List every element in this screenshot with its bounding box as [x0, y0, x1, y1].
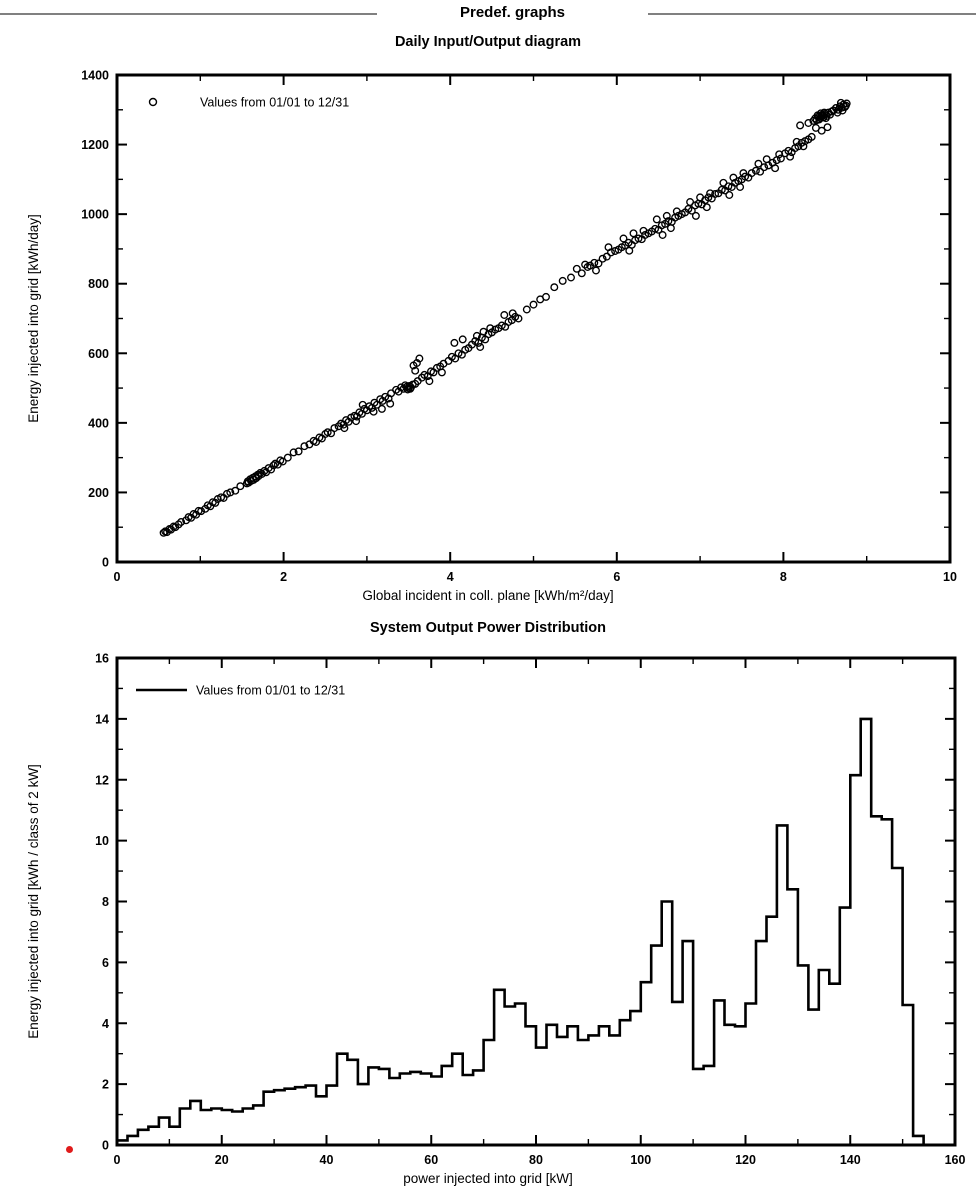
- y-tick-label: 10: [95, 834, 109, 848]
- x-tick-label: 160: [945, 1153, 966, 1167]
- y-tick-label: 6: [102, 956, 109, 970]
- y-tick-label: 8: [102, 895, 109, 909]
- legend-label: Values from 01/01 to 12/31: [200, 96, 349, 110]
- x-axis-title: Global incident in coll. plane [kWh/m²/d…: [362, 588, 613, 603]
- page-title: Predef. graphs: [459, 4, 566, 21]
- y-tick-label: 600: [88, 347, 109, 361]
- plot-frame: [115, 73, 952, 564]
- y-tick-label: 0: [102, 556, 109, 570]
- y-tick-label: 2: [102, 1078, 109, 1092]
- y-tick-label: 1000: [81, 208, 109, 222]
- x-tick-label: 0: [114, 1153, 121, 1167]
- x-tick-label: 140: [840, 1153, 861, 1167]
- y-tick-label: 12: [95, 773, 109, 787]
- y-tick-label: 0: [102, 1139, 109, 1153]
- y-tick-label: 16: [95, 652, 109, 666]
- x-tick-label: 2: [280, 570, 287, 584]
- y-tick-label: 400: [88, 416, 109, 430]
- legend-label: Values from 01/01 to 12/31: [196, 684, 345, 698]
- x-axis-title: power injected into grid [kW]: [403, 1171, 573, 1186]
- power-distribution-chart-title: System Output Power Distribution: [369, 620, 607, 636]
- header-rule-right: [648, 13, 976, 15]
- x-tick-label: 40: [320, 1153, 334, 1167]
- x-tick-label: 10: [943, 570, 957, 584]
- daily-io-scatter-plot: 0 2 4 6 8 10 0 200 400 600 800 1000 1200 1400 Global i…: [26, 69, 957, 604]
- x-tick-label: 80: [529, 1153, 543, 1167]
- red-marker-dot: [66, 1146, 73, 1153]
- y-tick-label: 200: [88, 486, 109, 500]
- histogram-step-line: [117, 717, 955, 1147]
- plot-frame: [115, 656, 957, 1147]
- y-axis-title: Energy injected into grid [kWh/day]: [26, 214, 41, 423]
- x-tick-label: 4: [447, 570, 454, 584]
- y-tick-label: 14: [95, 712, 109, 726]
- x-tick-label: 8: [780, 570, 787, 584]
- legend-marker-circle: [148, 97, 158, 107]
- y-tick-label: 1400: [81, 69, 109, 83]
- page-header: Predef. graphs: [0, 0, 976, 30]
- scatter-series: [159, 98, 851, 537]
- y-tick-label: 800: [88, 277, 109, 291]
- y-tick-label: 4: [102, 1017, 109, 1031]
- header-rule-left: [0, 13, 377, 15]
- x-tick-label: 100: [630, 1153, 651, 1167]
- x-tick-label: 6: [613, 570, 620, 584]
- x-tick-label: 120: [735, 1153, 756, 1167]
- power-distribution-plot: 0 20 40 60 80 100 120 140 160 0 2 4 6 8 10 12 14 16 power …: [26, 652, 966, 1187]
- x-tick-label: 60: [424, 1153, 438, 1167]
- daily-io-chart-title: Daily Input/Output diagram: [394, 34, 582, 50]
- x-tick-label: 0: [114, 570, 121, 584]
- y-axis-title: Energy injected into grid [kWh / class o…: [26, 764, 41, 1039]
- x-tick-label: 20: [215, 1153, 229, 1167]
- y-tick-label: 1200: [81, 138, 109, 152]
